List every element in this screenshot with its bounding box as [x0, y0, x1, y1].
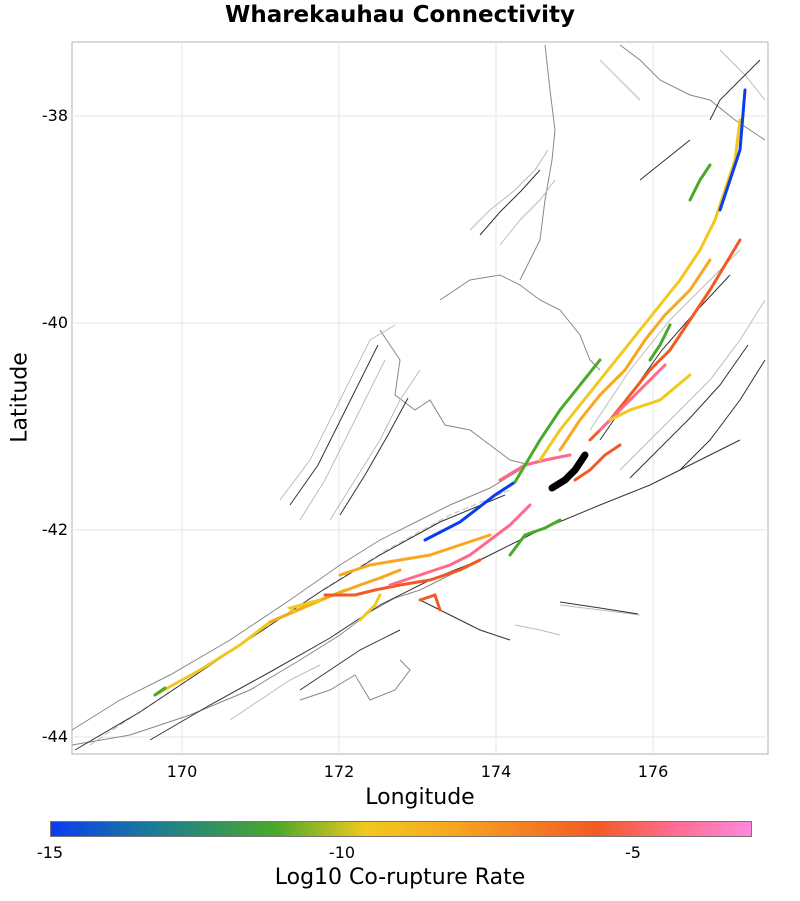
x-tick-label: 174 [480, 762, 512, 781]
fault-ribbons [89, 49, 766, 746]
y-tick-label: -40 [41, 313, 68, 332]
y-tick-label: -42 [41, 520, 68, 539]
y-tick-label: -44 [41, 727, 68, 746]
x-tick-label: 176 [637, 762, 669, 781]
colorbar-tick-label: -10 [328, 843, 356, 862]
y-tick-label: -38 [41, 106, 68, 125]
coastline [71, 44, 766, 746]
x-tick-label: 170 [166, 762, 198, 781]
colorbar [50, 821, 752, 837]
colorbar-tick-label: -15 [36, 843, 64, 862]
x-axis-label: Longitude [365, 785, 475, 810]
x-tick-label: 172 [323, 762, 355, 781]
colorbar-tick-label: -5 [625, 843, 641, 862]
y-axis-label: Latitude [7, 352, 33, 443]
chart-title: Wharekauhau Connectivity [224, 2, 576, 28]
colorbar-label: Log10 Co-rupture Rate [274, 865, 526, 890]
target-fault-wharekauhau [548, 451, 589, 492]
co-rupture-segments [153, 88, 747, 697]
